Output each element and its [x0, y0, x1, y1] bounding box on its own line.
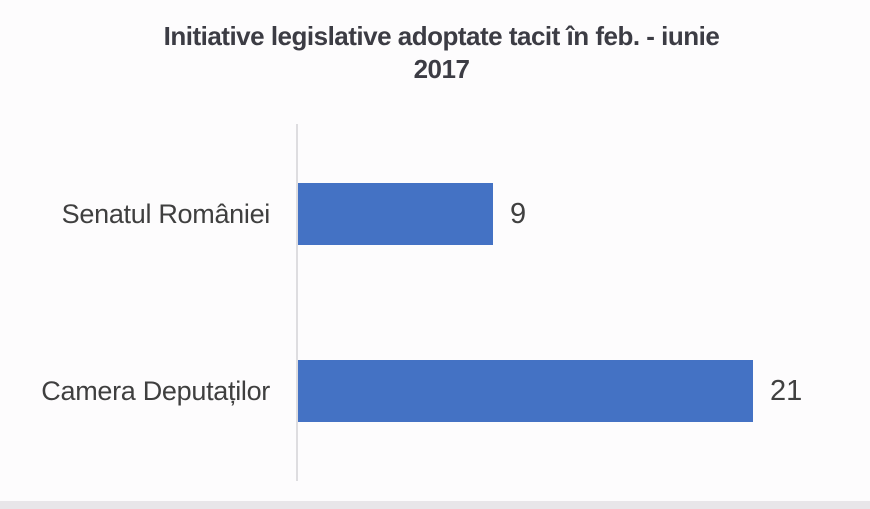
bar-camera: [298, 360, 753, 422]
value-label-camera: 21: [770, 374, 803, 407]
category-label-camera: Camera Deputaților: [41, 375, 270, 406]
bar-row-senatul: Senatul României 9: [0, 183, 870, 245]
chart-title-line-2: 2017: [413, 54, 470, 84]
plot-area: Senatul României 9 Camera Deputaților 21: [0, 124, 870, 481]
image-bottom-edge: [0, 501, 870, 509]
bar-row-camera: Camera Deputaților 21: [0, 360, 870, 422]
value-label-senatul: 9: [510, 197, 527, 230]
bar-senatul: [298, 183, 493, 245]
chart-title: Initiative legislative adoptate tacit în…: [13, 20, 870, 86]
category-axis-line: [296, 124, 298, 481]
chart-title-line-1: Initiative legislative adoptate tacit în…: [163, 21, 720, 51]
category-label-senatul: Senatul României: [61, 198, 271, 229]
